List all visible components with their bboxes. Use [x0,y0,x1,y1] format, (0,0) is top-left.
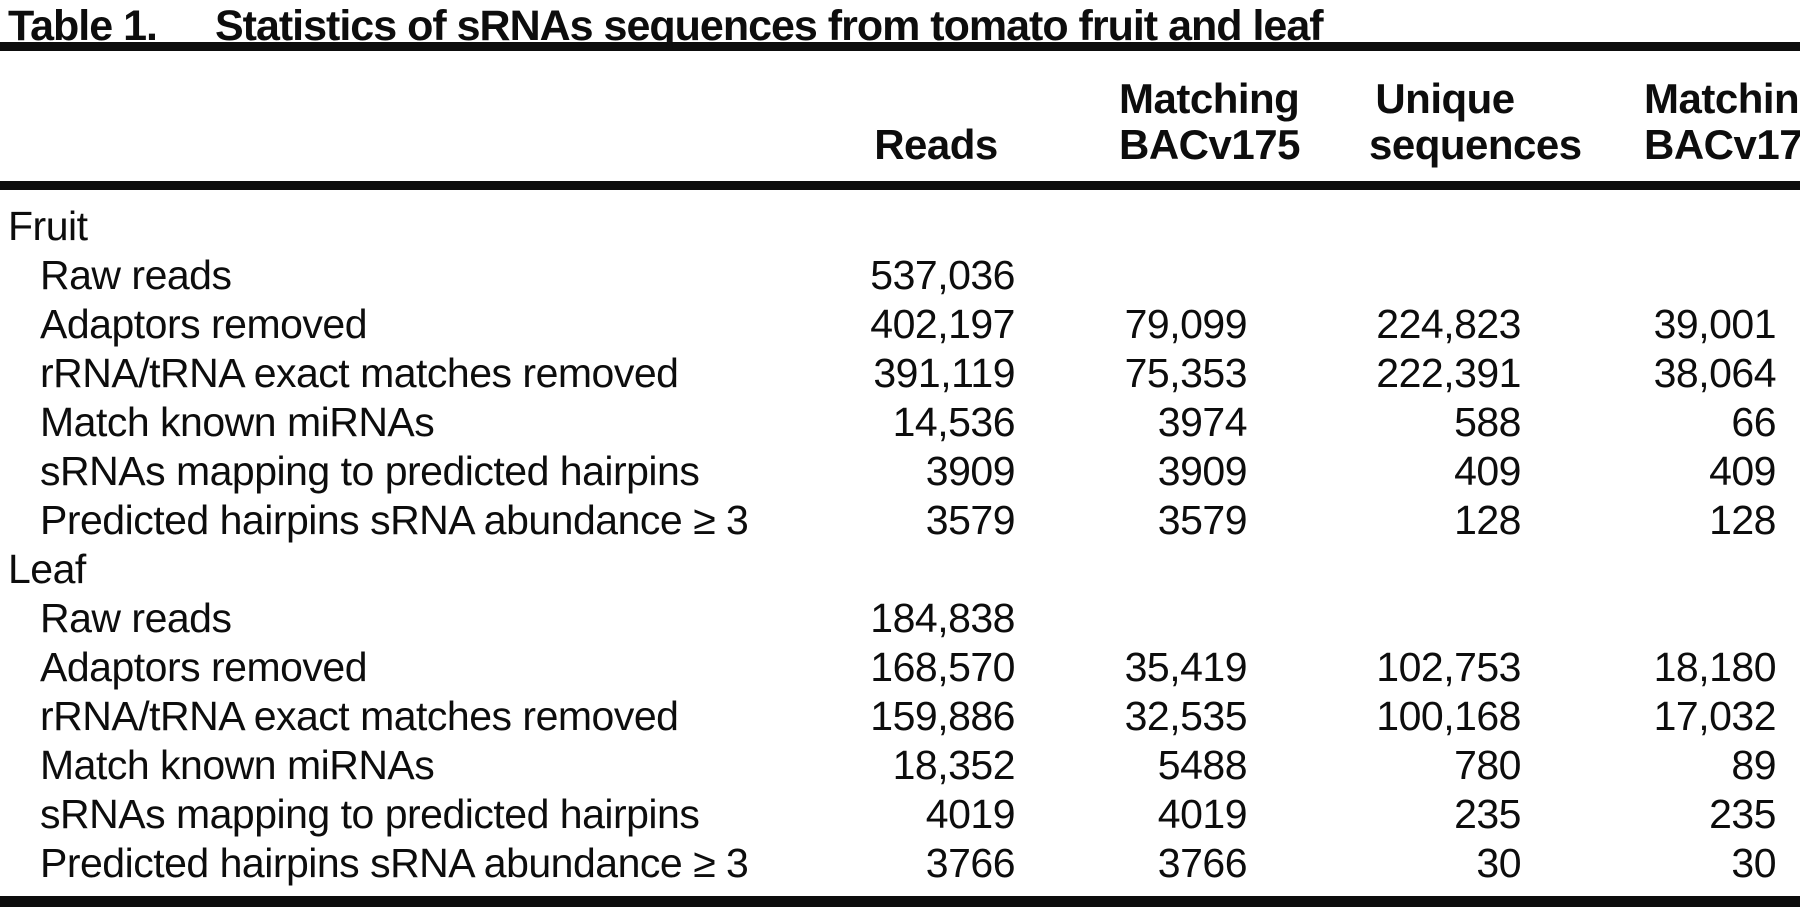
row-label: rRNA/tRNA exact matches removed [40,350,679,396]
cell-reads: 18,352 [892,742,1016,788]
cell-matching1: 79,099 [1124,301,1248,347]
cell-matching2: 30 [1731,840,1776,886]
header-empty [0,51,700,190]
cell-unique: 222,391 [1376,350,1521,396]
cell-matching1: 4019 [1157,791,1248,837]
cell-reads: 3909 [925,448,1016,494]
table-number: Table 1. [8,2,158,50]
row-label: rRNA/tRNA exact matches removed [40,693,679,739]
header-matching-bacv175-reads: Matching BACv175 [1015,51,1300,190]
table-row: Raw reads 184,838 [0,594,1800,643]
cell-unique: 128 [1454,497,1521,543]
statistics-table: Reads Matching BACv175 Unique sequences Ma… [0,51,1800,896]
cell-matching2 [1521,251,1800,300]
row-label: Raw reads [40,595,232,641]
cell-reads: 4019 [925,791,1016,837]
cell-matching2 [1521,594,1800,643]
table-row: rRNA/tRNA exact matches removed 159,886 … [0,692,1800,741]
cell-matching1: 35,419 [1124,644,1248,690]
row-label: Raw reads [40,252,232,298]
header-unique-line2: sequences [1369,121,1582,168]
cell-unique: 224,823 [1376,301,1521,347]
row-label: Match known miRNAs [40,742,435,788]
cell-unique: 30 [1476,840,1521,886]
cell-unique [1247,594,1521,643]
table-header: Reads Matching BACv175 Unique sequences Ma… [0,51,1800,190]
cell-matching1: 3974 [1157,399,1248,445]
header-matching2-line2: BACv175 [1644,121,1800,168]
table-row: Adaptors removed 168,570 35,419 102,753 … [0,643,1800,692]
cell-reads: 159,886 [870,693,1015,739]
cell-matching2: 128 [1709,497,1776,543]
section-row-fruit: Fruit [0,186,1800,252]
section-row-leaf: Leaf [0,545,1800,594]
header-matching1-line1: Matching [1119,75,1300,122]
cell-unique: 100,168 [1376,693,1521,739]
table-caption: Table 1. Statistics of sRNAs sequences fr… [0,0,1800,50]
cell-matching1 [1015,594,1247,643]
table-row: Match known miRNAs 14,536 3974 588 66 [0,398,1800,447]
table-body: Fruit Raw reads 537,036 Adaptors removed… [0,186,1800,897]
cell-unique [1247,251,1521,300]
cell-matching1: 5488 [1157,742,1248,788]
cell-matching2: 39,001 [1653,301,1777,347]
cell-matching1 [1015,251,1247,300]
row-label: sRNAs mapping to predicted hairpins [40,448,700,494]
cell-reads: 168,570 [870,644,1015,690]
row-label: sRNAs mapping to predicted hairpins [40,791,700,837]
header-reads-line2: Reads [874,121,998,168]
cell-reads: 3766 [925,840,1016,886]
cell-matching1: 32,535 [1124,693,1248,739]
row-label: Adaptors removed [40,644,368,690]
cell-reads: 402,197 [870,301,1015,347]
row-label: Match known miRNAs [40,399,435,445]
section-header: Fruit [8,203,88,249]
cell-matching1: 3579 [1157,497,1248,543]
cell-reads: 537,036 [870,252,1015,298]
section-header: Leaf [8,546,86,592]
bottom-rule [0,896,1800,907]
header-unique-sequences: Unique sequences [1247,51,1582,190]
cell-reads: 184,838 [870,595,1015,641]
row-label: Predicted hairpins sRNA abundance ≥ 3 [40,497,749,543]
table-row: sRNAs mapping to predicted hairpins 4019… [0,790,1800,839]
table-row: Adaptors removed 402,197 79,099 224,823 … [0,300,1800,349]
header-matching2-line1: Matching [1644,75,1800,122]
cell-matching1: 75,353 [1124,350,1248,396]
cell-reads: 14,536 [892,399,1016,445]
cell-matching2: 409 [1709,448,1776,494]
table-row: sRNAs mapping to predicted hairpins 3909… [0,447,1800,496]
cell-unique: 102,753 [1376,644,1521,690]
table-row: Predicted hairpins sRNA abundance ≥ 3 35… [0,496,1800,545]
cell-unique: 588 [1454,399,1521,445]
cell-matching2: 17,032 [1653,693,1777,739]
row-label: Predicted hairpins sRNA abundance ≥ 3 [40,840,749,886]
cell-reads: 391,119 [873,350,1015,396]
cell-unique: 780 [1454,742,1521,788]
row-label: Adaptors removed [40,301,368,347]
cell-unique: 409 [1454,448,1521,494]
table-row: Raw reads 537,036 [0,251,1800,300]
table-row: Predicted hairpins sRNA abundance ≥ 3 37… [0,839,1800,888]
table-row: Match known miRNAs 18,352 5488 780 89 [0,741,1800,790]
cell-matching1: 3766 [1157,840,1248,886]
table-row: rRNA/tRNA exact matches removed 391,119 … [0,349,1800,398]
cell-matching2: 89 [1731,742,1776,788]
header-unique-line1: Unique [1375,75,1515,122]
cell-unique: 235 [1454,791,1521,837]
cell-matching2: 18,180 [1653,644,1777,690]
cell-matching2: 38,064 [1653,350,1777,396]
header-reads: Reads [700,51,1015,190]
header-matching1-line2: BACv175 [1119,121,1300,168]
cell-matching2: 235 [1709,791,1776,837]
cell-reads: 3579 [925,497,1016,543]
caption-rule [0,42,1800,51]
spacer-row [0,888,1800,896]
cell-matching1: 3909 [1157,448,1248,494]
table-title: Statistics of sRNAs sequences from tomat… [214,2,1324,50]
cell-matching2: 66 [1731,399,1776,445]
